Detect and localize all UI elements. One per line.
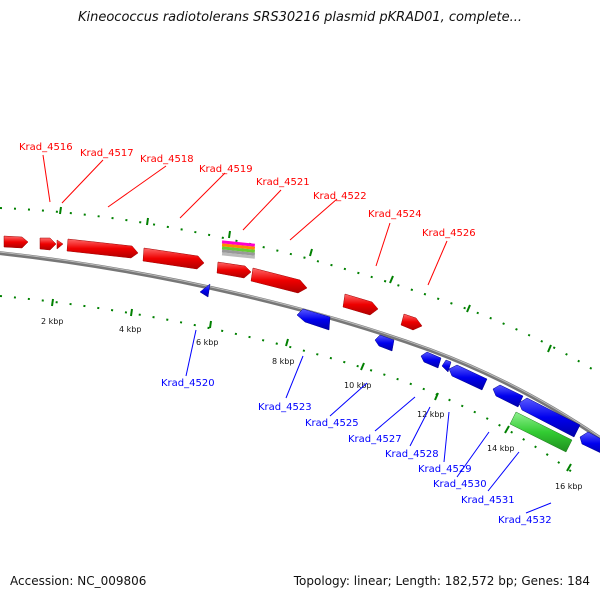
gene-arrow-krad4517b[interactable] [56,239,64,250]
backbone-line [0,251,600,441]
tick-label-6kbp: 6 kbp [196,338,218,347]
reverse-label-leaders [185,329,552,514]
gene-arrow-krad4530[interactable] [492,384,524,408]
tick-label-8kbp: 8 kbp [272,357,294,366]
gene-label-krad4523[interactable]: Krad_4523 [258,402,312,413]
map-title: Kineococcus radiotolerans SRS30216 plasm… [77,10,523,25]
outer-tick-track [0,207,600,375]
gene-label-krad4516[interactable]: Krad_4516 [19,142,73,153]
gene-label-krad4530[interactable]: Krad_4530 [433,479,487,490]
inner-major-ticks [51,298,572,472]
tick-label-14kbp: 14 kbp [487,444,515,453]
gene-arrow-krad4522[interactable] [250,267,308,294]
gene-label-krad4528[interactable]: Krad_4528 [385,449,439,460]
gene-label-krad4526[interactable]: Krad_4526 [422,228,476,239]
forward-strand-genes [3,235,423,331]
gene-label-krad4522[interactable]: Krad_4522 [313,191,367,202]
gene-arrow-krad4518[interactable] [66,238,139,259]
gene-arrow-krad4516[interactable] [3,235,29,249]
gene-label-krad4519[interactable]: Krad_4519 [199,164,253,175]
gene-arrow-krad4521[interactable] [216,261,252,279]
gene-label-krad4531[interactable]: Krad_4531 [461,495,515,506]
gene-label-krad4529[interactable]: Krad_4529 [418,464,472,475]
gene-label-krad4527[interactable]: Krad_4527 [348,434,402,445]
tick-label-4kbp: 4 kbp [119,325,141,334]
gene-arrow-krad4519[interactable] [142,247,205,270]
tick-label-12kbp: 12 kbp [417,410,445,419]
reverse-strand-genes [199,283,600,455]
backbone-highlight [0,251,600,438]
tick-label-16kbp: 16 kbp [555,482,583,491]
topology-summary: Topology: linear; Length: 182,572 bp; Ge… [293,574,590,588]
gene-arrow-krad4531[interactable] [518,397,581,438]
gene-arrow-krad4527[interactable] [420,351,442,369]
forward-label-leaders [42,154,448,286]
gene-arrow-krad4525[interactable] [374,334,395,352]
gene-label-krad4525[interactable]: Krad_4525 [305,418,359,429]
gene-label-krad4520[interactable]: Krad_4520 [161,378,215,389]
gene-label-krad4532[interactable]: Krad_4532 [498,515,552,526]
tick-label-2kbp: 2 kbp [41,317,63,326]
gene-arrow-krad4523[interactable] [296,308,331,331]
rna-feature-stack [221,240,256,259]
outer-major-ticks [59,206,552,353]
gene-label-krad4517[interactable]: Krad_4517 [80,148,134,159]
gene-label-krad4524[interactable]: Krad_4524 [368,209,422,220]
gene-label-krad4521[interactable]: Krad_4521 [256,177,310,188]
tick-label-10kbp: 10 kbp [344,381,372,390]
accession-text: Accession: NC_009806 [10,574,147,588]
gene-arrow-krad4524[interactable] [342,293,379,316]
gene-arrow-krad4529[interactable] [448,364,488,391]
gene-arrow-krad4526[interactable] [400,313,423,331]
gene-green-rna[interactable] [509,411,573,453]
gene-arrow-krad4532[interactable] [579,431,600,455]
gene-label-krad4518[interactable]: Krad_4518 [140,154,194,165]
gene-arrow-krad4517a[interactable] [39,237,57,251]
gene-arrow-krad4520[interactable] [199,283,211,298]
